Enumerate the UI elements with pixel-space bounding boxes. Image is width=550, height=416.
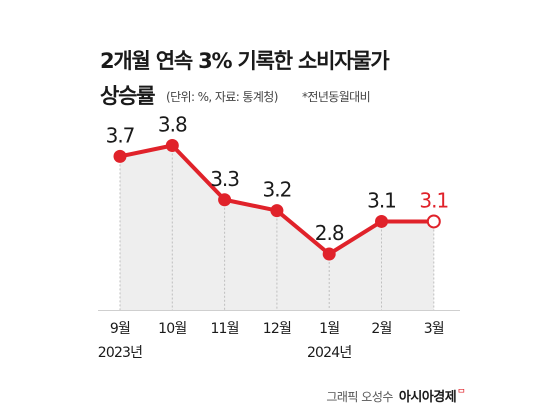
credit: 그래픽 오성수 아시아경제ᄆ bbox=[326, 386, 465, 405]
chart-title: 2개월 연속 3% 기록한 소비자물가 bbox=[100, 49, 390, 73]
data-label-4: 2.8 bbox=[315, 221, 344, 245]
brand-mark-icon: ᄆ bbox=[457, 389, 465, 399]
x-tick-label-4: 1월 bbox=[319, 321, 339, 337]
data-point-5 bbox=[375, 214, 388, 228]
x-year-label-4: 2024년 bbox=[307, 345, 352, 361]
brand-logo-text: 아시아경제 bbox=[398, 390, 457, 405]
data-label-5: 3.1 bbox=[367, 188, 396, 212]
x-tick-label-5: 2월 bbox=[371, 321, 391, 337]
x-tick-label-2: 11월 bbox=[210, 321, 238, 337]
credit-label: 그래픽 오성수 bbox=[326, 390, 393, 404]
data-label-2: 3.3 bbox=[210, 167, 239, 191]
x-tick-label-0: 9월 bbox=[110, 321, 130, 337]
x-tick-label-1: 10월 bbox=[158, 321, 186, 337]
chart-title-line2: 상승률 bbox=[100, 84, 156, 108]
data-point-2 bbox=[218, 193, 232, 207]
data-label-1: 3.8 bbox=[158, 113, 187, 137]
x-year-label-0: 2023년 bbox=[98, 345, 143, 361]
data-label-0: 3.7 bbox=[106, 123, 135, 147]
x-tick-label-3: 12월 bbox=[263, 321, 291, 337]
data-label-3: 3.2 bbox=[262, 178, 291, 202]
data-point-0 bbox=[113, 149, 127, 163]
data-point-3 bbox=[270, 204, 284, 218]
x-tick-label-6: 3월 bbox=[424, 321, 444, 337]
basis-note: *전년동월대비 bbox=[302, 90, 371, 104]
unit-note: (단위: %, 자료: 통계청) bbox=[166, 90, 278, 104]
data-point-1 bbox=[165, 139, 179, 152]
data-label-6: 3.1 bbox=[419, 188, 448, 212]
data-point-4 bbox=[322, 247, 336, 261]
data-point-6 bbox=[426, 214, 441, 229]
